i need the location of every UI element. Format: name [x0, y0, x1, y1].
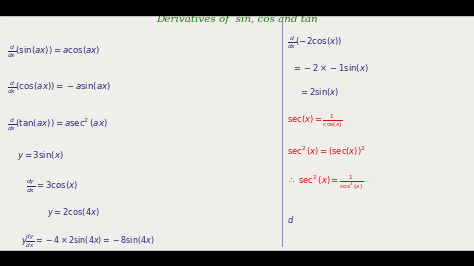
Text: $\frac{d}{dx}\left(\sin(ax)\right)= a\cos(ax)$: $\frac{d}{dx}\left(\sin(ax)\right)= a\co… — [7, 44, 100, 60]
Text: $y = 2\cos(4x)$: $y = 2\cos(4x)$ — [47, 206, 100, 219]
Text: $\frac{d}{dx}\left(\cos(ax)\right)= -a\sin(ax)$: $\frac{d}{dx}\left(\cos(ax)\right)= -a\s… — [7, 80, 111, 96]
Text: $\frac{d}{dx}\left(\tan(ax)\right)= a\sec^2(ax)$: $\frac{d}{dx}\left(\tan(ax)\right)= a\se… — [7, 117, 108, 133]
Text: $\therefore\ \sec^2(x) = \frac{1}{\cos^2(x)}$: $\therefore\ \sec^2(x) = \frac{1}{\cos^2… — [287, 173, 363, 192]
Text: $d$: $d$ — [287, 214, 294, 225]
Text: $\frac{d}{dx}(-2\cos(x))$: $\frac{d}{dx}(-2\cos(x))$ — [287, 34, 342, 51]
Text: $y\frac{dy}{dx} = -4\times 2\sin(4x) = -8\sin(4x)$: $y\frac{dy}{dx} = -4\times 2\sin(4x) = -… — [21, 232, 155, 250]
Text: $\sec^2(x) = (\sec(x))^2$: $\sec^2(x) = (\sec(x))^2$ — [287, 145, 365, 158]
Text: Derivatives of  sin, cos and tan: Derivatives of sin, cos and tan — [156, 15, 318, 24]
Text: $= -2\times -1\sin(x)$: $= -2\times -1\sin(x)$ — [292, 62, 368, 74]
Text: $= 2\sin(x)$: $= 2\sin(x)$ — [299, 86, 339, 98]
Text: $\frac{dy}{dx} = 3\cos(x)$: $\frac{dy}{dx} = 3\cos(x)$ — [26, 177, 78, 195]
Bar — [0, 0, 474, 15]
Bar — [0, 251, 474, 266]
Text: $y = 3\sin(x)$: $y = 3\sin(x)$ — [17, 149, 64, 162]
Text: $\sec(x) = \frac{1}{\cos(x)}$: $\sec(x) = \frac{1}{\cos(x)}$ — [287, 112, 343, 130]
